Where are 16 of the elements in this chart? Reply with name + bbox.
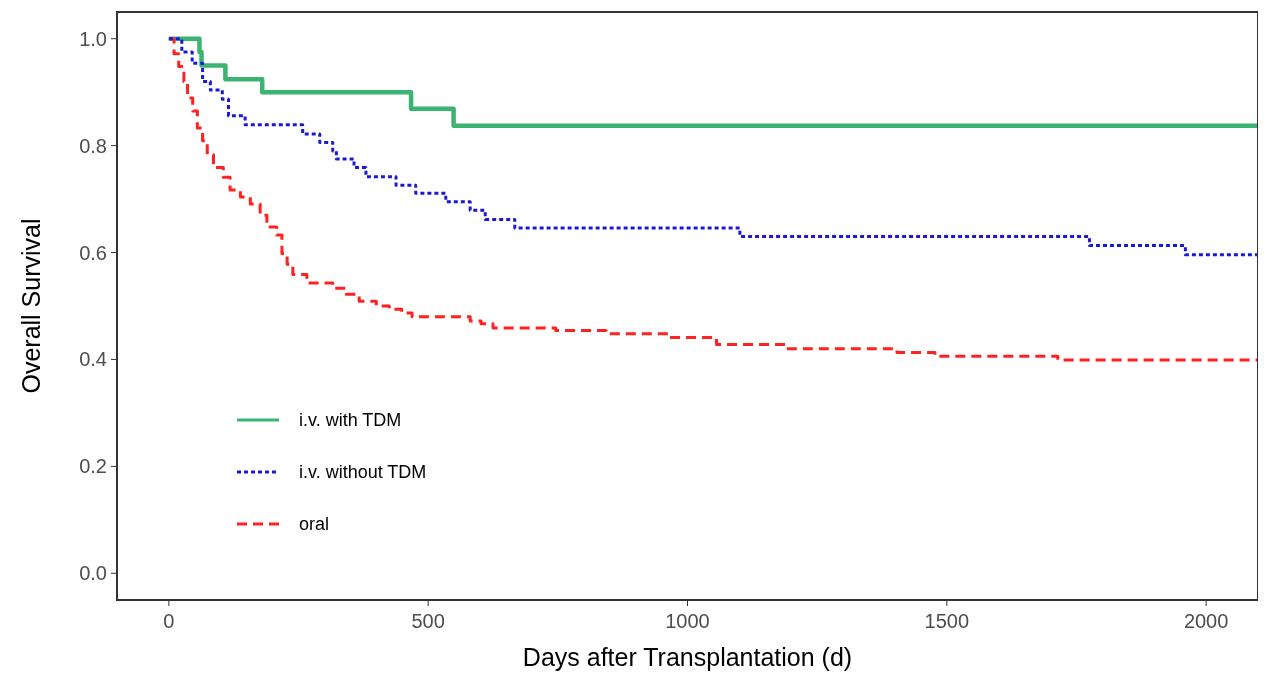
y-tick-label: 0.6 [79, 241, 107, 264]
x-tick-label: 1000 [665, 610, 710, 632]
legend-label: i.v. with TDM [299, 410, 402, 430]
legend-label: oral [299, 514, 330, 534]
y-axis-title: Overall Survival [17, 218, 45, 394]
y-tick-label: 0.8 [79, 134, 107, 157]
x-axis-title: Days after Transplantation (d) [522, 643, 853, 671]
x-tick-label: 2000 [1183, 610, 1229, 632]
y-tick-label: 1.0 [79, 27, 107, 50]
y-tick-label: 0.0 [79, 562, 107, 585]
y-tick-label: 0.4 [79, 348, 107, 371]
x-tick-label: 500 [411, 610, 445, 632]
x-tick-label: 0 [163, 610, 175, 632]
x-tick-label: 1500 [924, 610, 970, 632]
y-tick-label: 0.2 [79, 455, 107, 478]
legend-label: i.v. without TDM [299, 462, 427, 482]
